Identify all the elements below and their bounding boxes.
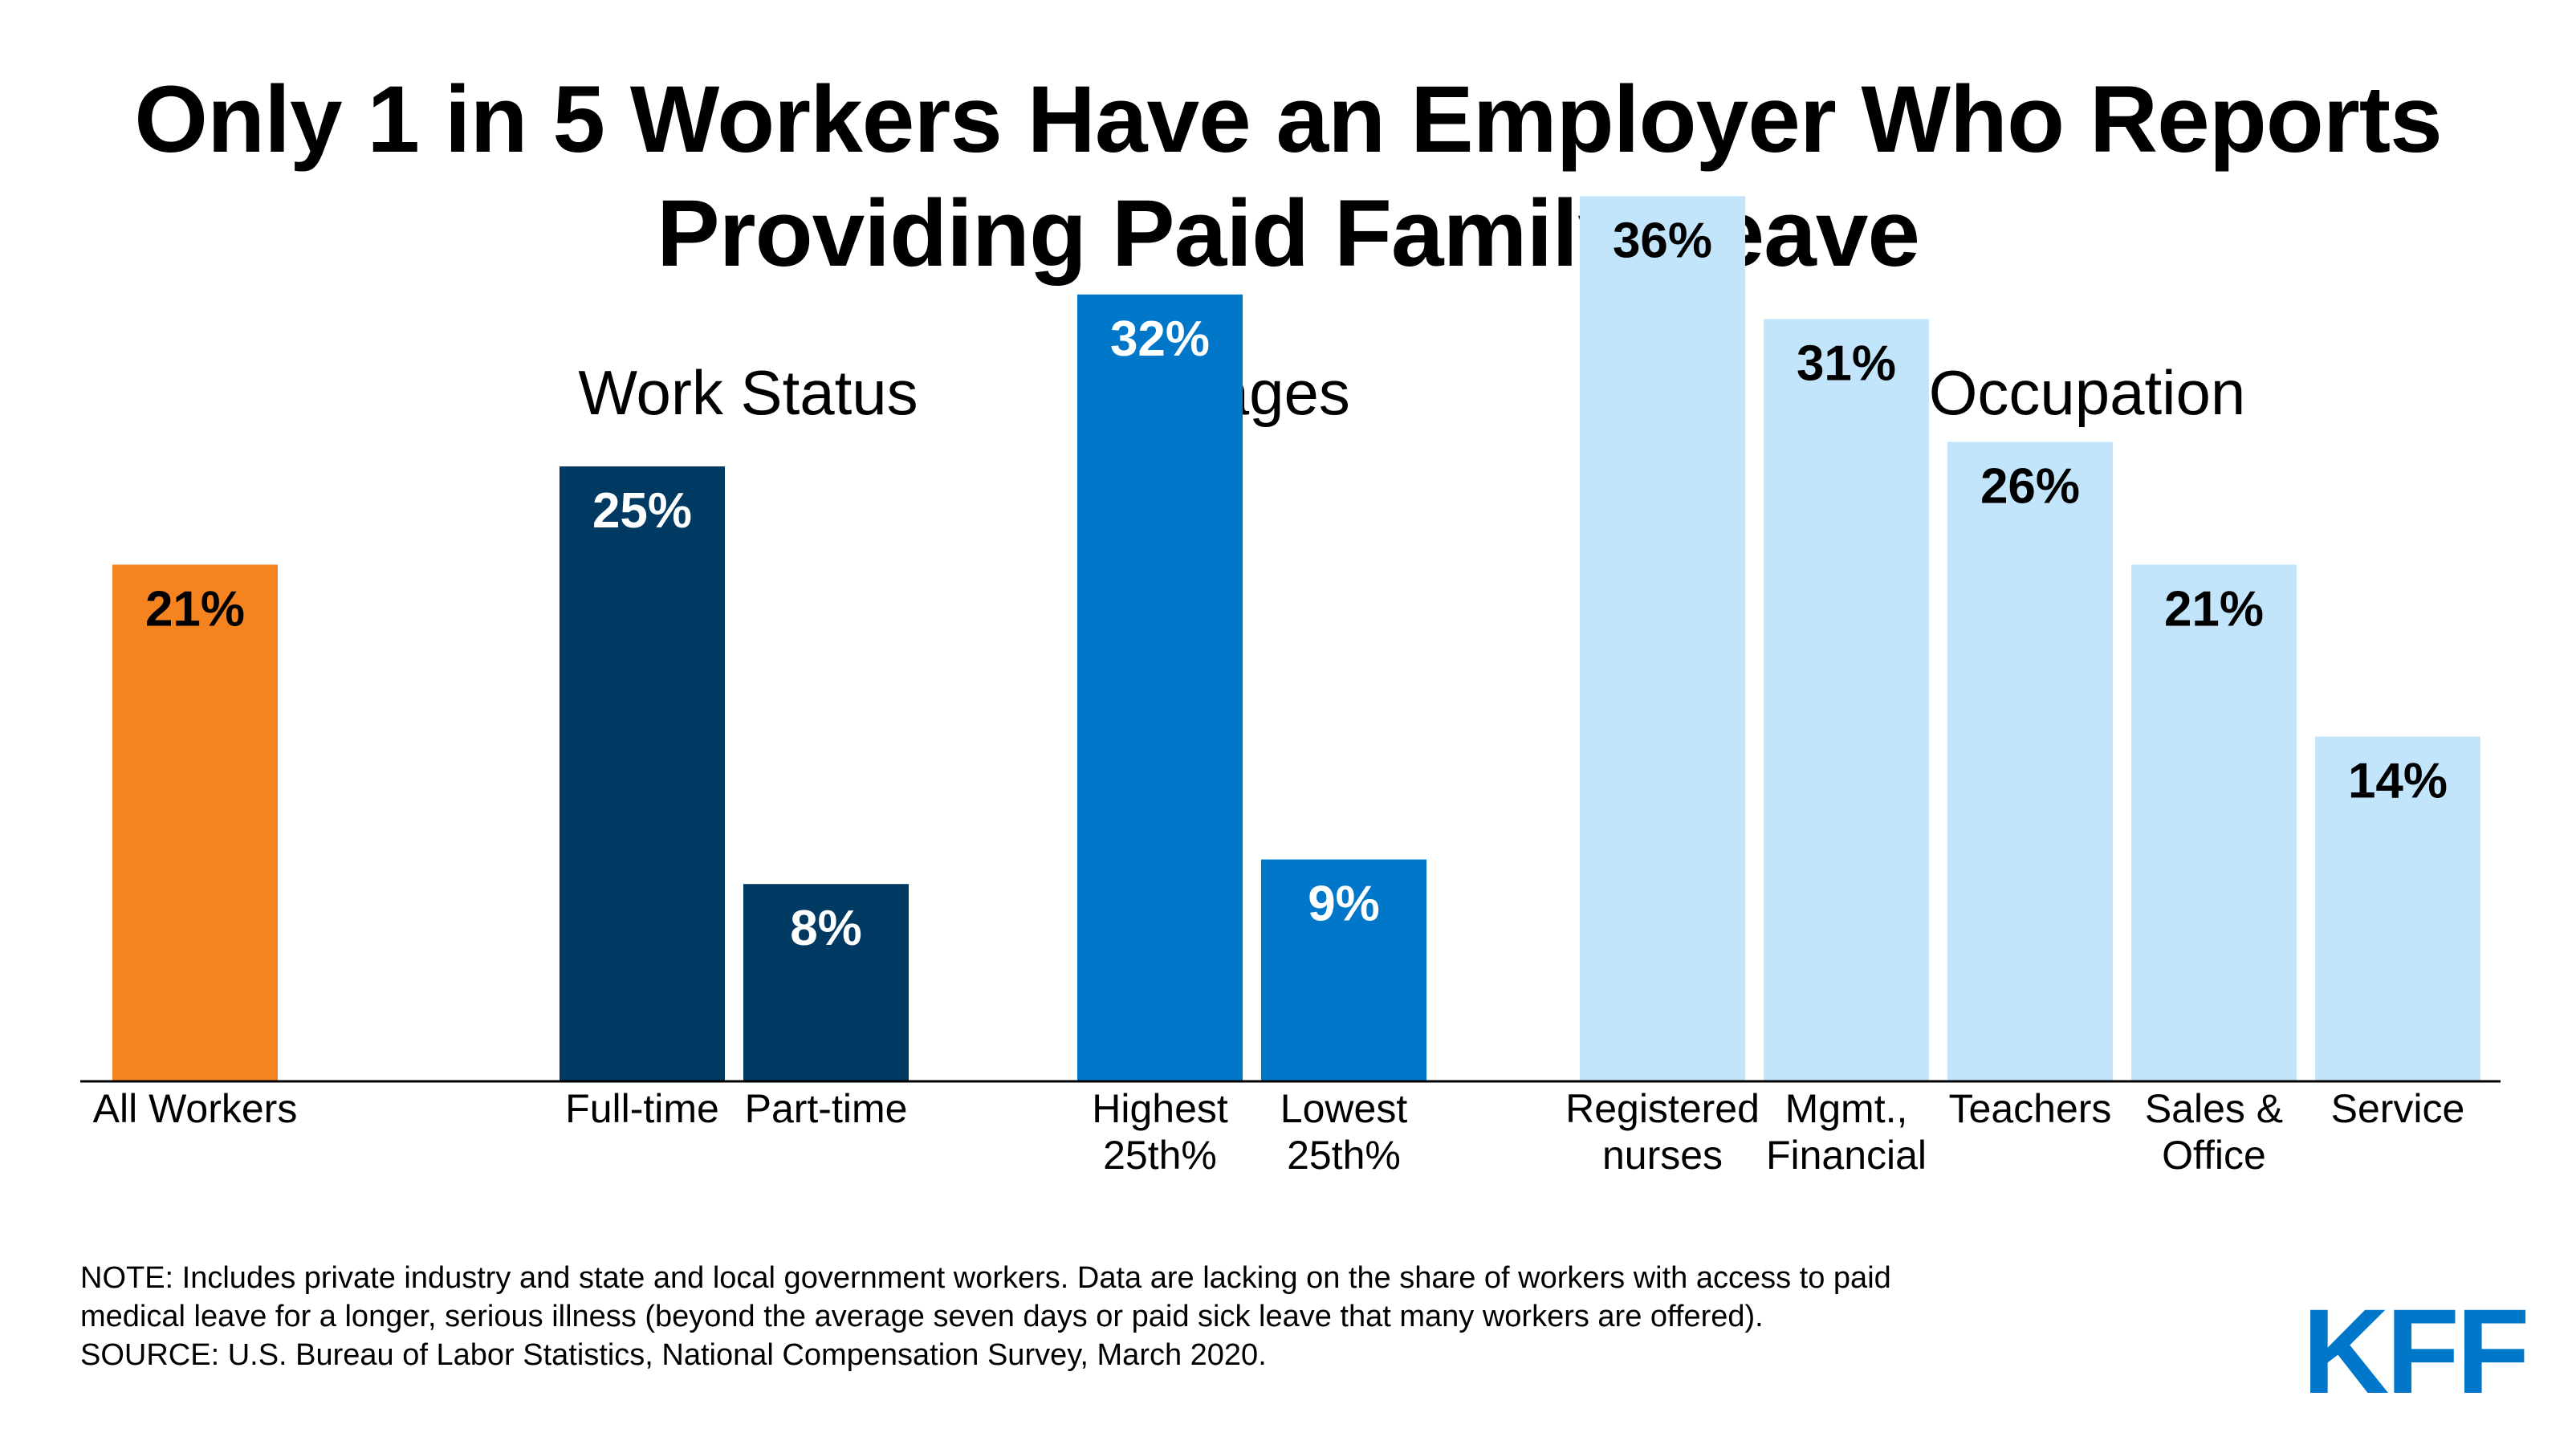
data-label: 36%	[1613, 213, 1712, 268]
data-label: 31%	[1797, 336, 1896, 391]
data-label: 9%	[1308, 877, 1380, 932]
category-label: Highest	[1092, 1086, 1228, 1131]
note-line-1: NOTE: Includes private industry and stat…	[80, 1261, 1891, 1295]
category-label: Part-time	[745, 1086, 908, 1131]
category-label: Sales &	[2145, 1086, 2283, 1131]
bar	[112, 564, 278, 1081]
category-label: Registered	[1565, 1086, 1760, 1131]
source-note: SOURCE: U.S. Bureau of Labor Statistics,…	[80, 1338, 1267, 1372]
category-label: nurses	[1602, 1133, 1723, 1178]
category-label: Mgmt.,	[1785, 1086, 1908, 1131]
category-label: 25th%	[1287, 1133, 1401, 1178]
group-label: Work Status	[578, 357, 918, 428]
bar	[2315, 736, 2480, 1081]
bar	[1580, 196, 1745, 1081]
data-label: 26%	[1980, 458, 2080, 514]
data-label: 8%	[790, 901, 862, 956]
note-line-2: medical leave for a longer, serious illn…	[80, 1300, 1764, 1333]
data-label: 25%	[592, 483, 692, 539]
data-label: 14%	[2348, 754, 2448, 809]
category-label: Teachers	[1949, 1086, 2112, 1131]
category-label: Full-time	[565, 1086, 719, 1131]
data-label: 21%	[2164, 581, 2264, 637]
bar	[1947, 442, 2113, 1081]
category-label: Financial	[1766, 1133, 1927, 1178]
bar	[1261, 859, 1426, 1081]
data-label: 21%	[145, 581, 245, 637]
chart-title-line-1: Only 1 in 5 Workers Have an Employer Who…	[134, 67, 2442, 173]
bar	[560, 466, 725, 1081]
category-label: Office	[2162, 1133, 2266, 1178]
category-label: 25th%	[1103, 1133, 1217, 1178]
category-label: All Workers	[93, 1086, 298, 1131]
category-label: Lowest	[1280, 1086, 1408, 1131]
bar	[1764, 319, 1929, 1081]
kff-logo: KFF	[2302, 1284, 2530, 1419]
data-label: 32%	[1110, 311, 1210, 367]
bar	[1077, 294, 1243, 1081]
bar	[2131, 564, 2297, 1081]
group-label: Occupation	[1929, 357, 2246, 428]
bar	[743, 884, 909, 1081]
category-label: Service	[2331, 1086, 2465, 1131]
